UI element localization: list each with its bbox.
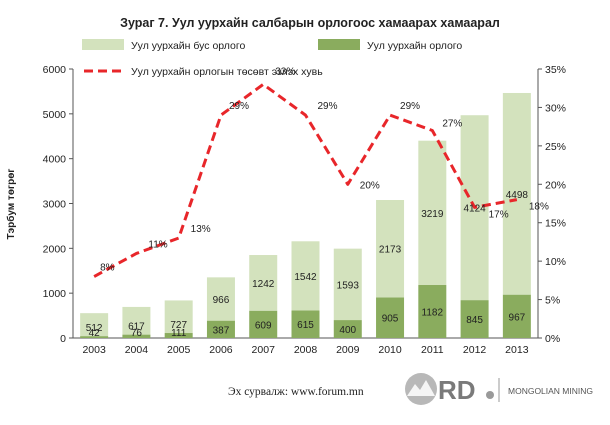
share-line (93, 82, 518, 278)
y2-tick-label: 20% (545, 179, 566, 191)
y-tick-label: 2000 (43, 243, 67, 255)
y-tick-label: 5000 (43, 109, 67, 121)
bar-mining-value: 615 (297, 320, 314, 331)
bar-mining-value: 845 (466, 315, 483, 326)
y2-tick-label: 15% (545, 218, 566, 230)
bar-mining (502, 294, 531, 338)
x-tick-label: 2009 (336, 344, 360, 356)
logo-mountain-peaks (407, 380, 435, 396)
bar-mining (418, 285, 447, 338)
x-tick-label: 2006 (209, 344, 233, 356)
share-value-label: 27% (442, 118, 462, 129)
y2-tick-label: 0% (545, 333, 560, 345)
bar-non-mining-value: 966 (213, 295, 230, 306)
bar-non-mining (206, 277, 235, 321)
source-text: Эх сурвалж: www.forum.mn (228, 386, 364, 398)
y-tick-label: 4000 (43, 154, 67, 166)
bar-mining (376, 297, 405, 338)
legend-label-non-mining: Уул уурхайн бус орлого (131, 40, 245, 52)
bar-non-mining-value: 617 (128, 322, 145, 333)
y-axis-label: Тэрбум төгрөг (5, 169, 17, 240)
bar-mining (460, 300, 489, 338)
x-tick-label: 2013 (505, 344, 529, 356)
bar-non-mining-value: 1542 (294, 272, 317, 283)
share-value-label: 29% (400, 101, 420, 112)
share-value-label: 17% (489, 209, 509, 220)
bar-non-mining (333, 248, 362, 321)
bar-mining (80, 336, 109, 338)
x-tick-label: 2004 (125, 344, 149, 356)
y2-tick-label: 10% (545, 256, 566, 268)
chart-title: Зураг 7. Уул уурхайн салбарын орлогоос х… (120, 16, 500, 30)
legend-swatch-mining (318, 39, 360, 50)
share-value-label: 18% (529, 202, 549, 213)
bar-non-mining-value: 512 (86, 323, 103, 334)
bar-mining (122, 334, 151, 338)
x-tick-label: 2003 (82, 344, 106, 356)
bar-non-mining (164, 300, 193, 334)
legend-label-share: Уул уурхайн орлогын төсөвт эзлэх хувь (131, 66, 323, 78)
logo-dot (486, 391, 494, 399)
x-tick-label: 2007 (252, 344, 276, 356)
bar-mining-value: 905 (382, 314, 399, 325)
x-tick-label: 2012 (463, 344, 487, 356)
bar-non-mining (291, 241, 320, 311)
bar-mining-value: 967 (509, 312, 526, 323)
share-value-label: 8% (100, 263, 115, 274)
bar-non-mining (418, 140, 447, 286)
bar-mining (164, 333, 193, 338)
share-line-path (93, 82, 518, 278)
x-tick-label: 2005 (167, 344, 191, 356)
bar-mining (333, 320, 362, 338)
x-tick-label: 2011 (421, 344, 444, 356)
share-value-label: 11% (148, 239, 167, 250)
bar-mining-value: 400 (339, 325, 356, 336)
y2-tick-label: 25% (545, 141, 566, 153)
bar-non-mining-value: 4498 (506, 190, 529, 201)
bar-non-mining (502, 92, 531, 295)
bar-non-mining-value: 1593 (337, 280, 360, 291)
y-tick-label: 0 (60, 333, 66, 345)
bar-non-mining-value: 1242 (252, 279, 275, 290)
logo-letters: RD (438, 375, 476, 405)
bar-non-mining-value: 3219 (421, 209, 444, 220)
y2-tick-label: 35% (545, 64, 566, 76)
bar-non-mining-value: 2173 (379, 245, 402, 256)
y-tick-label: 1000 (43, 288, 67, 300)
share-value-label: 29% (318, 101, 338, 112)
bar-mining (291, 310, 320, 338)
rd-logo: RD MONGOLIAN MINING (405, 373, 593, 405)
bar-mining-value: 1182 (422, 308, 444, 319)
bar-mining-value: 42 (89, 328, 101, 339)
bar-mining-value: 76 (131, 328, 143, 339)
share-value-label: 33% (275, 66, 295, 77)
bar-non-mining (80, 313, 109, 337)
legend-label-mining: Уул уурхайн орлого (367, 40, 462, 52)
x-tick-label: 2008 (294, 344, 318, 356)
share-value-label: 29% (229, 101, 249, 112)
bar-non-mining-value: 4124 (463, 204, 486, 215)
share-value-label: 20% (360, 180, 380, 191)
y2-tick-label: 30% (545, 102, 566, 114)
y-tick-label: 3000 (43, 199, 67, 211)
bar-mining (206, 320, 235, 338)
bar-mining-value: 387 (213, 325, 230, 336)
legend-swatch-non-mining (82, 39, 124, 50)
legend: Уул уурхайн бус орлого Уул уурхайн орлог… (82, 39, 462, 78)
bar-mining-value: 111 (171, 328, 187, 339)
x-tick-label: 2010 (378, 344, 402, 356)
y2-tick-label: 5% (545, 295, 560, 307)
bar-non-mining (122, 306, 151, 335)
share-value-label: 13% (191, 224, 211, 235)
bar-non-mining (249, 255, 278, 311)
logo-name: MONGOLIAN MINING (508, 386, 593, 396)
bars (80, 92, 531, 338)
bar-mining (249, 310, 278, 338)
y-tick-label: 6000 (43, 64, 67, 76)
bar-non-mining (376, 200, 405, 298)
bar-non-mining-value: 727 (170, 320, 187, 331)
bar-mining-value: 609 (255, 320, 272, 331)
